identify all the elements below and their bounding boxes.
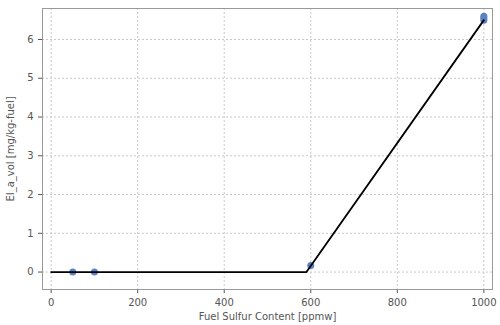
svg-text:1: 1	[27, 228, 33, 239]
svg-text:5: 5	[27, 72, 33, 83]
svg-text:1000: 1000	[471, 297, 496, 308]
svg-text:EI_a_vol [mg/kg-fuel]: EI_a_vol [mg/kg-fuel]	[5, 96, 17, 201]
svg-text:800: 800	[388, 297, 407, 308]
svg-text:0: 0	[27, 266, 33, 277]
svg-text:3: 3	[27, 150, 33, 161]
svg-text:4: 4	[27, 111, 33, 122]
svg-text:200: 200	[128, 297, 147, 308]
svg-text:Fuel Sulfur Content [ppmw]: Fuel Sulfur Content [ppmw]	[199, 311, 337, 322]
svg-text:400: 400	[215, 297, 234, 308]
svg-text:600: 600	[301, 297, 320, 308]
svg-text:6: 6	[27, 34, 33, 45]
svg-text:0: 0	[48, 297, 54, 308]
svg-text:2: 2	[27, 189, 33, 200]
